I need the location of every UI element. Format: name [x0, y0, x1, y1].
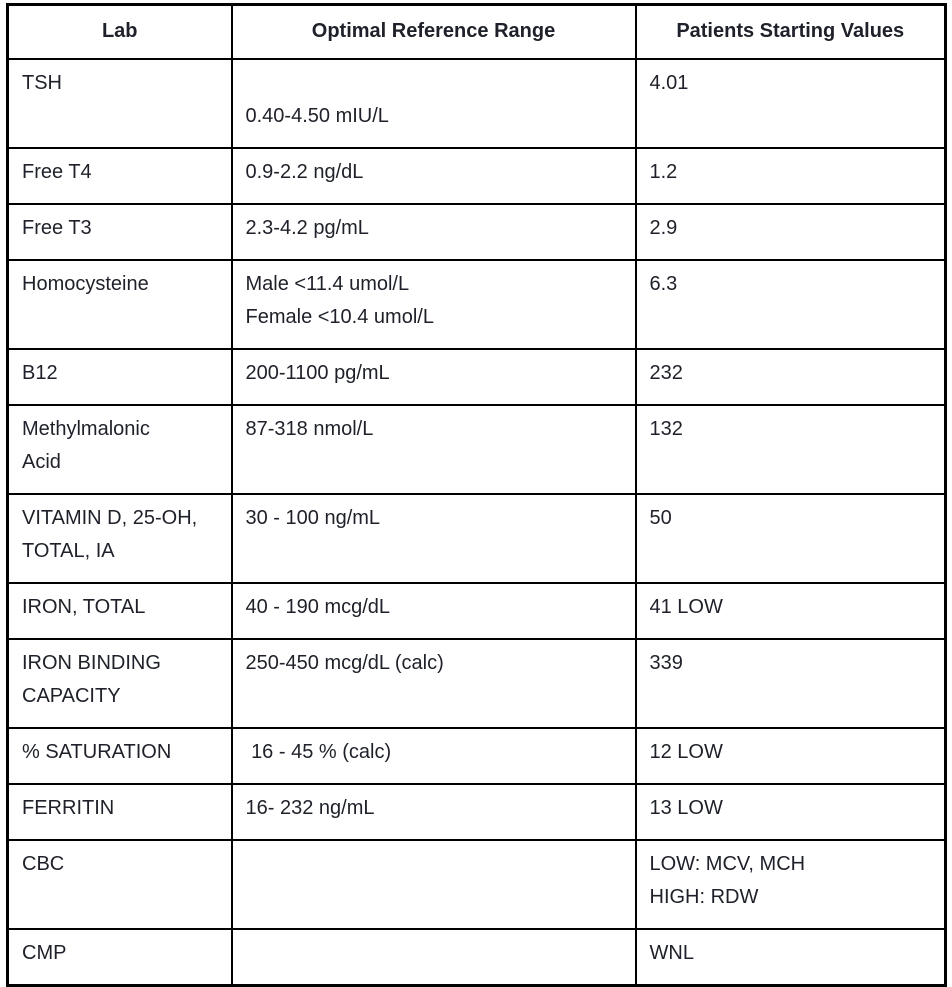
table-header-row: Lab Optimal Reference Range Patients Sta… — [6, 3, 947, 60]
starting-value-cell: WNL — [634, 928, 947, 987]
column-header-reference-range: Optimal Reference Range — [230, 3, 637, 60]
table-row: Homocysteine Male <11.4 umol/L Female <1… — [6, 259, 947, 350]
table-row: IRON, TOTAL 40 - 190 mcg/dL 41 LOW — [6, 582, 947, 640]
lab-name-cell: B12 — [6, 348, 233, 406]
starting-value-cell: 1.2 — [634, 147, 947, 205]
starting-value-cell: 13 LOW — [634, 783, 947, 841]
lab-name-cell: VITAMIN D, 25-OH, TOTAL, IA — [6, 493, 233, 584]
document-page: Lab Optimal Reference Range Patients Sta… — [6, 3, 947, 987]
reference-range-cell: 0.40-4.50 mIU/L — [230, 58, 637, 149]
lab-name-cell: Homocysteine — [6, 259, 233, 350]
starting-value-cell: 6.3 — [634, 259, 947, 350]
reference-range-cell — [230, 839, 637, 930]
lab-results-table: Lab Optimal Reference Range Patients Sta… — [6, 3, 947, 987]
table-row: % SATURATION 16 - 45 % (calc) 12 LOW — [6, 727, 947, 785]
lab-name-cell: % SATURATION — [6, 727, 233, 785]
reference-range-cell: 40 - 190 mcg/dL — [230, 582, 637, 640]
table-row: TSH 0.40-4.50 mIU/L 4.01 — [6, 58, 947, 149]
reference-range-cell: 250-450 mcg/dL (calc) — [230, 638, 637, 729]
table-row: Free T4 0.9-2.2 ng/dL 1.2 — [6, 147, 947, 205]
starting-value-cell: 12 LOW — [634, 727, 947, 785]
lab-name-cell: FERRITIN — [6, 783, 233, 841]
starting-value-cell: 132 — [634, 404, 947, 495]
starting-value-cell: 4.01 — [634, 58, 947, 149]
table-row: CBC LOW: MCV, MCH HIGH: RDW — [6, 839, 947, 930]
reference-range-cell: 30 - 100 ng/mL — [230, 493, 637, 584]
starting-value-cell: 2.9 — [634, 203, 947, 261]
lab-name-cell: IRON, TOTAL — [6, 582, 233, 640]
reference-range-cell — [230, 928, 637, 987]
lab-name-cell: Methylmalonic Acid — [6, 404, 233, 495]
starting-value-cell: 50 — [634, 493, 947, 584]
table-row: FERRITIN 16- 232 ng/mL 13 LOW — [6, 783, 947, 841]
lab-name-cell: CBC — [6, 839, 233, 930]
reference-range-cell: 200-1100 pg/mL — [230, 348, 637, 406]
reference-range-cell: Male <11.4 umol/L Female <10.4 umol/L — [230, 259, 637, 350]
table-row: IRON BINDING CAPACITY 250-450 mcg/dL (ca… — [6, 638, 947, 729]
table-row: Methylmalonic Acid 87-318 nmol/L 132 — [6, 404, 947, 495]
reference-range-cell: 87-318 nmol/L — [230, 404, 637, 495]
reference-range-cell: 0.9-2.2 ng/dL — [230, 147, 637, 205]
table-row: VITAMIN D, 25-OH, TOTAL, IA 30 - 100 ng/… — [6, 493, 947, 584]
lab-name-cell: Free T3 — [6, 203, 233, 261]
reference-range-cell: 16 - 45 % (calc) — [230, 727, 637, 785]
starting-value-cell: 339 — [634, 638, 947, 729]
starting-value-cell: LOW: MCV, MCH HIGH: RDW — [634, 839, 947, 930]
reference-range-cell: 16- 232 ng/mL — [230, 783, 637, 841]
reference-range-cell: 2.3-4.2 pg/mL — [230, 203, 637, 261]
column-header-starting-values: Patients Starting Values — [634, 3, 947, 60]
table-row: Free T3 2.3-4.2 pg/mL 2.9 — [6, 203, 947, 261]
lab-name-cell: CMP — [6, 928, 233, 987]
starting-value-cell: 232 — [634, 348, 947, 406]
lab-name-cell: Free T4 — [6, 147, 233, 205]
table-row: B12 200-1100 pg/mL 232 — [6, 348, 947, 406]
lab-name-cell: TSH — [6, 58, 233, 149]
column-header-lab: Lab — [6, 3, 233, 60]
starting-value-cell: 41 LOW — [634, 582, 947, 640]
lab-name-cell: IRON BINDING CAPACITY — [6, 638, 233, 729]
table-row: CMP WNL — [6, 928, 947, 987]
